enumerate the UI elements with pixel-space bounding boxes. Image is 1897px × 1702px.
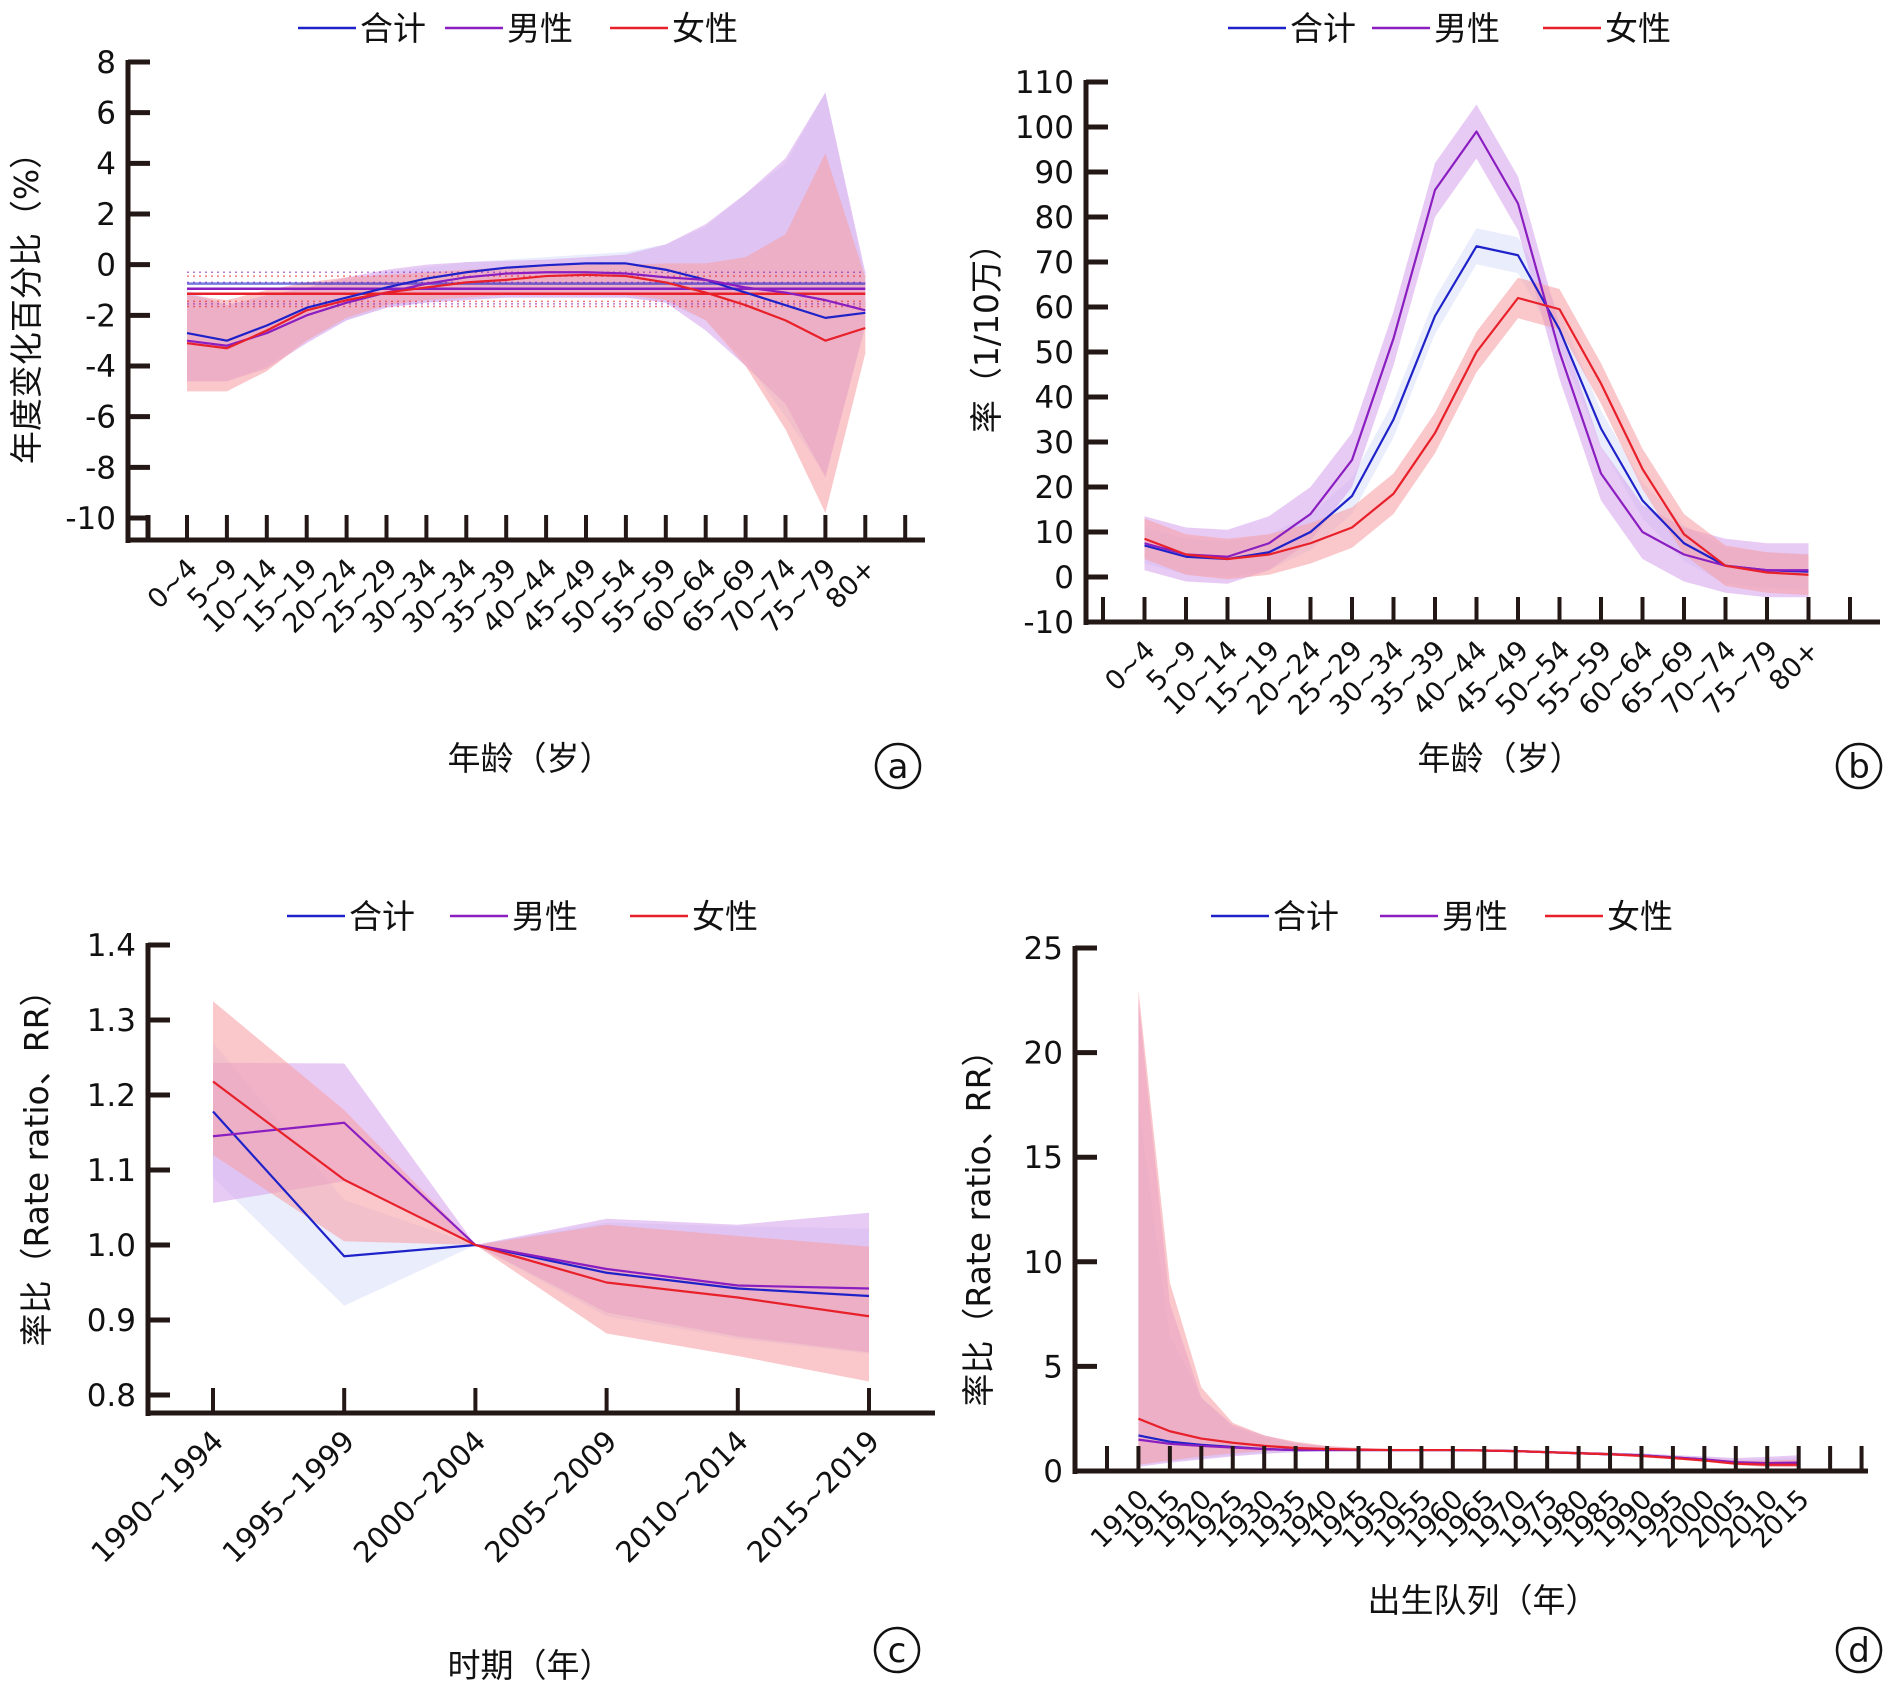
series-line-女性 <box>186 273 866 350</box>
x-tick-label: 2015~2019 <box>740 1424 886 1570</box>
panel-b: 合计 男性 女性1101009080706050403020100-100~45~9… <box>967 9 1883 790</box>
y-tick-label: 1.0 <box>87 1228 136 1264</box>
x-tick-label: 2000~2004 <box>347 1424 493 1570</box>
legend-label: 男性 <box>1434 9 1500 48</box>
ci-band-女性 <box>1144 277 1809 595</box>
y-tick-label: 10 <box>1035 515 1074 551</box>
y-tick-label: 10 <box>1024 1245 1063 1281</box>
y-tick-label: 15 <box>1024 1140 1063 1176</box>
series-line-合计 <box>212 1110 870 1298</box>
panel-d: 合计 男性 女性2520151050191019151920192519301935… <box>959 897 1883 1674</box>
legend-label: 合计 <box>1290 9 1356 48</box>
y-tick-label: 0 <box>96 248 116 284</box>
y-tick-label: 1.2 <box>87 1078 136 1114</box>
series-line-女性 <box>212 1080 870 1318</box>
y-tick-label: 25 <box>1024 931 1063 967</box>
legend-label: 合计 <box>360 9 426 48</box>
y-axis-title: 率（1/10万） <box>967 227 1006 433</box>
ci-band-女性 <box>1138 989 1799 1468</box>
x-axis-title: 出生队列（年） <box>1368 1581 1599 1620</box>
y-tick-label: -10 <box>1023 605 1074 641</box>
y-tick-label: 6 <box>96 96 116 132</box>
ci-band-女性 <box>187 153 866 513</box>
y-axis-title: 年度变化百分比（%） <box>7 136 46 464</box>
y-tick-label: 30 <box>1035 425 1074 461</box>
y-tick-label: -8 <box>85 450 116 486</box>
x-tick-label: 1990~1994 <box>84 1424 230 1570</box>
y-tick-label: 70 <box>1035 245 1074 281</box>
series-line-男性 <box>186 271 866 347</box>
ci-band-女性 <box>213 1001 869 1382</box>
series-line-女性 <box>1138 1417 1799 1466</box>
y-tick-label: 40 <box>1035 380 1074 416</box>
legend-label: 女性 <box>1605 9 1671 48</box>
ci-band-合计 <box>1138 1104 1799 1467</box>
y-tick-label: 60 <box>1035 290 1074 326</box>
y-tick-label: -4 <box>85 349 116 385</box>
legend-label: 男性 <box>512 897 578 936</box>
y-tick-label: 0.8 <box>87 1378 136 1414</box>
y-tick-label: 0 <box>1054 560 1074 596</box>
y-tick-label: -2 <box>85 298 116 334</box>
legend-label: 男性 <box>1442 897 1508 936</box>
legend-label: 合计 <box>349 897 415 936</box>
y-tick-label: 90 <box>1035 155 1074 191</box>
panel-a: 合计 男性 女性86420-2-4-6-8-100~45~910~1415~1920… <box>7 9 925 790</box>
series-line-合计 <box>1144 245 1809 573</box>
ci-band-男性 <box>1138 1000 1799 1467</box>
x-tick-label: 80+ <box>1763 635 1825 697</box>
x-axis-title: 年龄（岁） <box>1418 739 1583 778</box>
y-tick-label: 0.9 <box>87 1303 136 1339</box>
y-tick-label: 1.1 <box>87 1153 136 1189</box>
x-tick-label: 2005~2009 <box>478 1424 624 1570</box>
y-tick-label: 4 <box>96 146 116 182</box>
y-tick-label: 80 <box>1035 200 1074 236</box>
x-tick-label: 1995~1999 <box>216 1424 362 1570</box>
y-axis-title: 率比（Rate ratio、RR） <box>17 973 56 1346</box>
series-line-男性 <box>212 1121 870 1290</box>
y-tick-label: 20 <box>1024 1036 1063 1072</box>
y-tick-label: 1.3 <box>87 1003 136 1039</box>
panel-label: d <box>1848 1631 1870 1671</box>
y-tick-label: 2 <box>96 197 116 233</box>
panel-label-circle <box>1835 1626 1883 1674</box>
panel-label-circle <box>873 1626 921 1674</box>
y-tick-label: 1.4 <box>87 928 136 964</box>
legend-label: 女性 <box>1607 897 1673 936</box>
y-axis-title: 率比（Rate ratio、RR） <box>959 1033 998 1406</box>
x-axis-title: 年龄（岁） <box>448 739 613 778</box>
y-tick-label: 8 <box>96 45 116 81</box>
panel-label-circle <box>1835 742 1883 790</box>
legend-label: 女性 <box>692 897 758 936</box>
x-axis-title: 时期（年） <box>448 1646 613 1685</box>
y-tick-label: 0 <box>1043 1454 1063 1490</box>
y-tick-label: 50 <box>1035 335 1074 371</box>
panel-label: c <box>888 1631 907 1671</box>
y-tick-label: 100 <box>1015 110 1074 146</box>
y-tick-label: -10 <box>65 501 116 537</box>
x-tick-label: 2010~2014 <box>609 1424 755 1570</box>
legend-label: 合计 <box>1273 897 1339 936</box>
y-tick-label: 110 <box>1015 65 1074 101</box>
panel-label: b <box>1848 747 1870 787</box>
series-line-合计 <box>186 262 866 342</box>
y-tick-label: 20 <box>1035 470 1074 506</box>
legend-label: 女性 <box>672 9 738 48</box>
panel-c: 合计 男性 女性 1.4 1.3 1.2 1.1 1.0 0.9 0.8 1990~19941995… <box>17 897 935 1685</box>
y-tick-label: -6 <box>85 400 116 436</box>
legend-label: 男性 <box>507 9 573 48</box>
y-tick-label: 5 <box>1043 1349 1063 1385</box>
panel-label: a <box>888 747 909 787</box>
panel-label-circle <box>874 742 922 790</box>
